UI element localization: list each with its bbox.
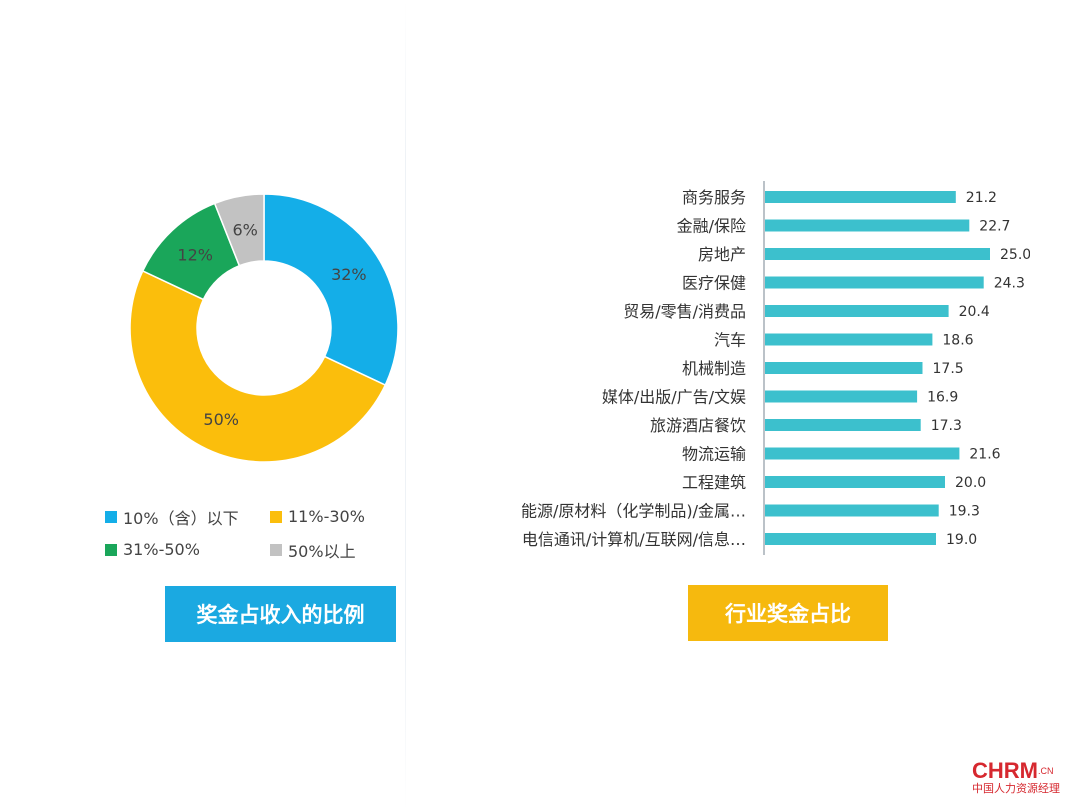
bar-value-label: 21.6 xyxy=(969,447,1000,463)
bar xyxy=(765,419,921,431)
bar-value-label: 22.7 xyxy=(979,219,1010,235)
legend-item-3: 31%-50% xyxy=(105,540,200,559)
bar-category-label: 机械制造 xyxy=(682,359,746,378)
bar-value-label: 18.6 xyxy=(942,333,973,349)
bar-category-label: 汽车 xyxy=(714,331,746,350)
donut-chart-title: 奖金占收入的比例 xyxy=(165,586,396,642)
bar-value-label: 19.3 xyxy=(949,504,980,520)
logo-suffix: .CN xyxy=(1038,766,1054,776)
legend-label-2: 11%-30% xyxy=(288,507,365,526)
bar-category-label: 旅游酒店餐饮 xyxy=(650,416,746,435)
bar-category-label: 贸易/零售/消费品 xyxy=(623,302,746,321)
bar xyxy=(765,504,939,517)
legend-swatch-blue xyxy=(105,511,117,523)
donut-slice xyxy=(129,269,387,463)
bar xyxy=(765,305,949,317)
donut-chart: 32% 50% 12% 6% xyxy=(129,193,399,463)
legend-swatch-gray xyxy=(270,544,282,556)
bar xyxy=(765,362,923,374)
legend-item-4: 50%以上 xyxy=(270,538,356,562)
bar xyxy=(765,333,933,346)
bar-value-label: 24.3 xyxy=(994,276,1025,292)
bar-value-label: 17.3 xyxy=(931,418,962,434)
bar-value-label: 21.2 xyxy=(966,190,997,206)
bar-value-label: 25.0 xyxy=(1000,247,1030,263)
bar-chart-title: 行业奖金占比 xyxy=(688,585,888,641)
bar xyxy=(765,476,945,488)
logo-main-text: CHRM xyxy=(972,758,1038,783)
bar-category-label: 媒体/出版/广告/文娱 xyxy=(602,388,746,407)
donut-slice xyxy=(263,193,399,387)
bar-category-label: 医疗保健 xyxy=(682,274,746,293)
chrm-logo: CHRM.CN 中国人力资源经理 xyxy=(972,760,1072,796)
bar-category-label: 能源/原材料（化学制品)/金属… xyxy=(521,502,746,521)
bar xyxy=(765,248,990,260)
logo-subtitle: 中国人力资源经理 xyxy=(972,782,1060,795)
bar-chart: 商务服务 21.2 金融/保险 22.7 房地产 25.0 医疗保健 24.3 贸易/零售/消费… xyxy=(521,181,1030,555)
legend-label-3: 31%-50% xyxy=(123,540,200,559)
bar-value-label: 20.0 xyxy=(955,475,986,491)
donut-data-label: 50% xyxy=(203,410,239,429)
bar-category-label: 房地产 xyxy=(698,245,746,264)
legend-label-1: 10%（含）以下 xyxy=(123,509,239,528)
bar-value-label: 20.4 xyxy=(959,304,990,320)
legend-swatch-green xyxy=(105,543,117,556)
legend-swatch-yellow xyxy=(270,510,282,523)
donut-slice xyxy=(213,193,265,267)
bar xyxy=(765,533,936,545)
legend-item-1: 10%（含）以下 xyxy=(105,505,239,529)
legend-label-4: 50%以上 xyxy=(288,542,356,561)
bar xyxy=(765,276,984,289)
bar-category-label: 物流运输 xyxy=(682,445,746,464)
donut-data-label: 6% xyxy=(232,220,257,239)
bar-value-label: 17.5 xyxy=(933,361,964,377)
bar-category-label: 工程建筑 xyxy=(682,473,746,492)
donut-data-label: 12% xyxy=(177,246,213,265)
bar-value-label: 19.0 xyxy=(946,532,977,548)
bar xyxy=(765,191,956,203)
bar-category-label: 电信通讯/计算机/互联网/信息… xyxy=(522,530,746,549)
bar-category-label: 金融/保险 xyxy=(677,217,746,236)
center-divider xyxy=(405,0,406,810)
donut-data-label: 32% xyxy=(331,265,367,284)
bar-category-label: 商务服务 xyxy=(682,188,746,207)
bar xyxy=(765,219,970,232)
bar xyxy=(765,390,918,403)
bar-value-label: 16.9 xyxy=(927,390,958,406)
legend-item-2: 11%-30% xyxy=(270,507,365,526)
bar xyxy=(765,447,960,460)
